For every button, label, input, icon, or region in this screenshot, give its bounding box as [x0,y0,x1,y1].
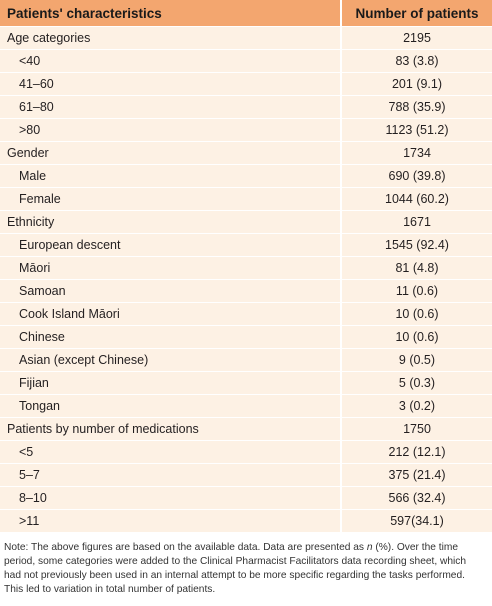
patient-characteristics-table-container: Patients' characteristics Number of pati… [0,0,492,533]
category-row: Age categories 2195 [0,26,492,50]
patient-characteristics-table: Patients' characteristics Number of pati… [0,0,492,533]
row-value: 1123 (51.2) [340,118,492,142]
row-value: 212 (12.1) [340,440,492,464]
category-row: Ethnicity 1671 [0,210,492,234]
row-value: 83 (3.8) [340,49,492,73]
row-value: 788 (35.9) [340,95,492,119]
row-label: 8–10 [0,486,341,510]
row-label: 5–7 [0,463,341,487]
row-label: 41–60 [0,72,341,96]
footnote-prefix: Note: The above figures are based on the… [4,542,367,553]
row-label: Tongan [0,394,341,418]
row-value: 11 (0.6) [340,279,492,303]
table-row: <5 212 (12.1) [0,440,492,464]
table-body: Age categories 2195 <40 83 (3.8) 41–60 201 (9… [0,26,492,533]
table-row: 8–10 566 (32.4) [0,486,492,510]
footnote-italic-n: n [366,542,373,553]
table-footnote: Note: The above figures are based on the… [0,533,488,597]
row-label: Māori [0,256,341,280]
category-label: Gender [0,141,341,165]
table-header-row: Patients' characteristics Number of pati… [0,0,492,27]
category-total: 1750 [340,417,492,441]
table-row: Female 1044 (60.2) [0,187,492,211]
header-number-of-patients: Number of patients [340,0,492,27]
row-value: 566 (32.4) [340,486,492,510]
header-characteristics: Patients' characteristics [0,0,341,27]
row-value: 1044 (60.2) [340,187,492,211]
row-value: 10 (0.6) [340,302,492,326]
table-row: 5–7 375 (21.4) [0,463,492,487]
row-label: Asian (except Chinese) [0,348,341,372]
row-label: Fijian [0,371,341,395]
row-label: Male [0,164,341,188]
row-label: Samoan [0,279,341,303]
category-label: Age categories [0,26,341,50]
row-label: 61–80 [0,95,341,119]
row-value: 690 (39.8) [340,164,492,188]
row-label: European descent [0,233,341,257]
table-row: 61–80 788 (35.9) [0,95,492,119]
table-row: Samoan 11 (0.6) [0,279,492,303]
row-label: >11 [0,509,341,533]
table-row: Fijian 5 (0.3) [0,371,492,395]
row-value: 1545 (92.4) [340,233,492,257]
table-row: Cook Island Māori 10 (0.6) [0,302,492,326]
row-label: <40 [0,49,341,73]
table-row: Tongan 3 (0.2) [0,394,492,418]
category-row: Gender 1734 [0,141,492,165]
row-value: 9 (0.5) [340,348,492,372]
category-total: 1671 [340,210,492,234]
row-value: 597(34.1) [340,509,492,533]
category-label: Ethnicity [0,210,341,234]
table-row: <40 83 (3.8) [0,49,492,73]
table-row: >11 597(34.1) [0,509,492,533]
category-total: 2195 [340,26,492,50]
row-value: 10 (0.6) [340,325,492,349]
row-label: Female [0,187,341,211]
row-value: 201 (9.1) [340,72,492,96]
row-value: 5 (0.3) [340,371,492,395]
category-label: Patients by number of medications [0,417,341,441]
footnote-suffix: (%). Over the time period, some categori… [4,542,467,595]
table-row: Māori 81 (4.8) [0,256,492,280]
row-label: <5 [0,440,341,464]
table-row: Asian (except Chinese) 9 (0.5) [0,348,492,372]
row-value: 81 (4.8) [340,256,492,280]
row-value: 3 (0.2) [340,394,492,418]
row-label: Cook Island Māori [0,302,341,326]
table-row: Chinese 10 (0.6) [0,325,492,349]
table-row: European descent 1545 (92.4) [0,233,492,257]
row-label: >80 [0,118,341,142]
table-row: Male 690 (39.8) [0,164,492,188]
table-row: >80 1123 (51.2) [0,118,492,142]
row-label: Chinese [0,325,341,349]
table-row: 41–60 201 (9.1) [0,72,492,96]
category-row: Patients by number of medications 1750 [0,417,492,441]
row-value: 375 (21.4) [340,463,492,487]
category-total: 1734 [340,141,492,165]
